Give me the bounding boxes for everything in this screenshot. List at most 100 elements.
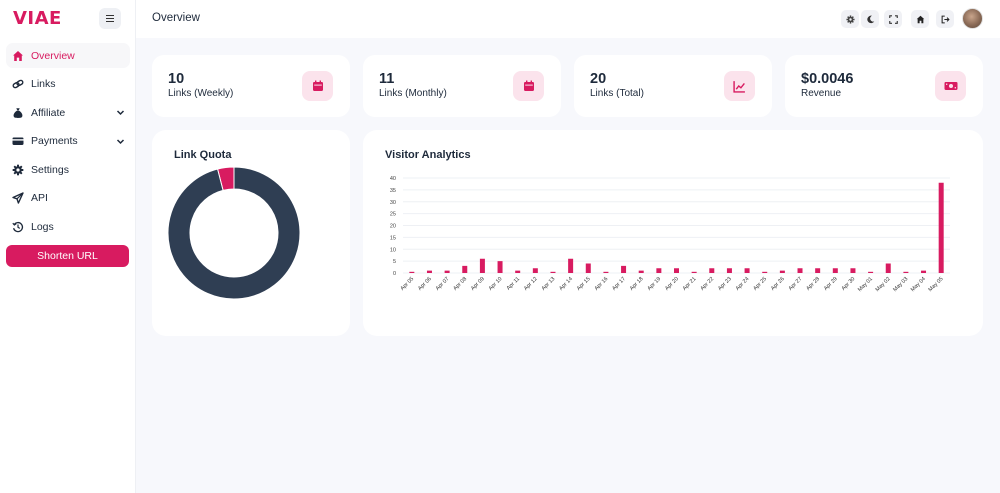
- x-tick-label: Apr 10: [488, 276, 504, 292]
- bar: [691, 271, 697, 273]
- stat-value: 10: [168, 71, 185, 87]
- stat-value: $0.0046: [801, 71, 854, 87]
- y-tick-label: 20: [390, 224, 396, 230]
- chart-line-icon: [724, 71, 755, 101]
- bar: [938, 182, 944, 273]
- settings-icon: [845, 14, 855, 24]
- x-tick-label: Apr 13: [541, 276, 557, 292]
- sidebar-item-overview[interactable]: Overview: [6, 43, 130, 68]
- stat-label: Links (Monthly): [379, 88, 447, 99]
- sidebar: VIAE Overview Links Affiliate: [0, 0, 136, 493]
- x-tick-label: May 01: [857, 276, 874, 293]
- bar: [674, 268, 679, 273]
- sidebar-nav: Overview Links Affiliate Payments: [6, 43, 130, 243]
- chevron-down-icon: [116, 139, 125, 144]
- x-tick-label: Apr 23: [717, 276, 733, 292]
- x-tick-label: Apr 17: [611, 276, 627, 292]
- sidebar-item-settings[interactable]: Settings: [6, 157, 130, 182]
- money-bag-icon: [11, 106, 25, 120]
- stat-value: 11: [379, 71, 395, 87]
- x-tick-label: May 05: [928, 276, 945, 293]
- x-tick-label: May 03: [892, 276, 909, 293]
- x-tick-label: Apr 16: [594, 276, 610, 292]
- settings-button[interactable]: [841, 10, 859, 28]
- home-button[interactable]: [911, 10, 929, 28]
- menu-toggle-button[interactable]: [99, 8, 121, 29]
- bar: [638, 270, 644, 273]
- x-tick-label: Apr 05: [400, 276, 416, 292]
- gear-icon: [11, 163, 25, 177]
- bar: [903, 271, 909, 273]
- bar: [479, 258, 485, 273]
- bar: [426, 270, 432, 273]
- user-avatar[interactable]: [962, 8, 983, 29]
- x-tick-label: Apr 22: [699, 276, 715, 292]
- bar: [621, 265, 627, 273]
- sidebar-item-label: Overview: [31, 49, 75, 62]
- x-tick-label: May 02: [875, 276, 892, 293]
- stat-label: Links (Weekly): [168, 88, 234, 99]
- stat-card-monthly: 11 Links (Monthly): [363, 55, 561, 117]
- sidebar-item-links[interactable]: Links: [6, 72, 130, 97]
- bar: [921, 270, 927, 273]
- x-tick-label: Apr 19: [647, 276, 663, 292]
- sidebar-item-affiliate[interactable]: Affiliate: [6, 100, 130, 125]
- x-tick-label: Apr 06: [417, 276, 433, 292]
- link-quota-donut-chart: [167, 166, 301, 300]
- sidebar-item-api[interactable]: API: [6, 186, 130, 211]
- send-icon: [11, 191, 25, 205]
- calendar-icon: [302, 71, 333, 101]
- logout-button[interactable]: [936, 10, 954, 28]
- x-tick-label: Apr 07: [435, 276, 451, 292]
- bar: [815, 268, 821, 273]
- bar: [779, 270, 785, 273]
- x-tick-label: Apr 26: [770, 276, 786, 292]
- x-tick-label: Apr 24: [735, 276, 751, 292]
- fullscreen-button[interactable]: [884, 10, 902, 28]
- sidebar-item-label: Affiliate: [31, 106, 66, 119]
- fullscreen-icon: [888, 14, 898, 24]
- bar: [550, 271, 556, 273]
- home-icon: [916, 15, 924, 23]
- bar: [726, 268, 732, 273]
- bar: [797, 268, 803, 273]
- link-icon: [11, 77, 25, 91]
- x-tick-label: Apr 21: [682, 276, 698, 292]
- x-tick-label: Apr 08: [452, 276, 468, 292]
- bar: [568, 258, 574, 273]
- y-tick-label: 30: [390, 200, 396, 206]
- bar: [497, 261, 503, 273]
- bar: [709, 268, 715, 273]
- x-tick-label: Apr 11: [506, 276, 521, 291]
- sidebar-item-logs[interactable]: Logs: [6, 215, 130, 240]
- page-title: Overview: [152, 12, 200, 24]
- dark-mode-button[interactable]: [861, 10, 879, 28]
- stat-card-total: 20 Links (Total): [574, 55, 772, 117]
- y-tick-label: 35: [390, 188, 396, 194]
- calendar-icon: [513, 71, 544, 101]
- top-bar: Overview: [136, 0, 1000, 38]
- sidebar-item-payments[interactable]: Payments: [6, 129, 130, 154]
- x-tick-label: Apr 12: [523, 276, 539, 292]
- shorten-url-button[interactable]: Shorten URL: [6, 245, 129, 267]
- visitor-analytics-bar-chart: 0 5 10 15 20 25 30 35 40 Apr 05 Apr 06 Apr 07 Apr 08…: [390, 176, 950, 293]
- home-icon: [11, 49, 25, 63]
- moon-icon: [866, 15, 874, 23]
- x-tick-label: Apr 27: [788, 276, 804, 292]
- bar: [409, 271, 415, 273]
- x-tick-label: Apr 14: [558, 276, 574, 292]
- y-tick-label: 40: [390, 176, 396, 182]
- history-icon: [11, 220, 25, 234]
- x-tick-label: Apr 18: [629, 276, 645, 292]
- bar: [603, 271, 609, 273]
- donut-slice: [167, 166, 301, 300]
- sidebar-item-label: Settings: [31, 163, 69, 176]
- sidebar-item-label: Links: [31, 78, 56, 91]
- hamburger-icon: [106, 14, 114, 23]
- stat-card-weekly: 10 Links (Weekly): [152, 55, 350, 117]
- money-bill-icon: [935, 71, 966, 101]
- brand-logo[interactable]: VIAE: [13, 8, 62, 29]
- x-tick-label: Apr 30: [841, 276, 857, 292]
- sidebar-item-label: Payments: [31, 135, 78, 148]
- y-tick-label: 25: [390, 212, 396, 218]
